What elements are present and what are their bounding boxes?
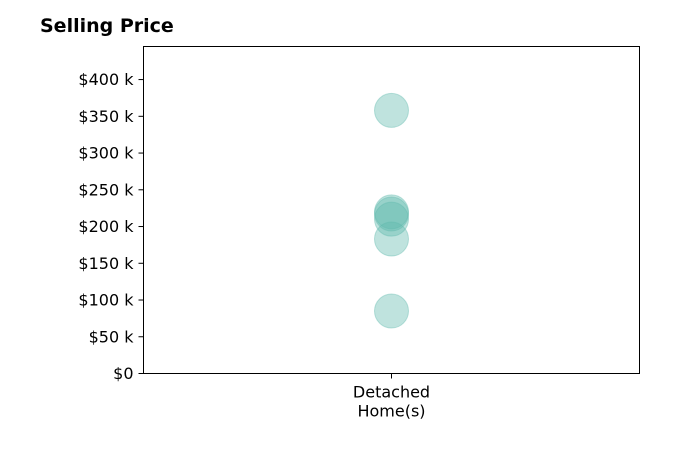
y-tick-label: $50 k — [89, 327, 135, 346]
data-point — [374, 293, 409, 329]
x-tick-label: Detached Home(s) — [353, 383, 430, 421]
y-tick-label: $400 k — [78, 70, 134, 89]
y-tick-label: $0 — [113, 364, 133, 383]
y-tick-label: $350 k — [78, 107, 134, 126]
x-axis: Detached Home(s) — [353, 373, 430, 421]
data-point — [374, 196, 409, 232]
data-points — [374, 92, 409, 329]
data-point — [374, 201, 409, 237]
chart-title: Selling Price — [40, 15, 174, 37]
data-point — [374, 194, 409, 230]
y-tick-label: $250 k — [78, 180, 134, 199]
y-tick-label: $150 k — [78, 254, 134, 273]
data-point — [374, 92, 409, 128]
y-tick-label: $100 k — [78, 291, 134, 310]
y-tick-label: $200 k — [78, 217, 134, 236]
data-point — [374, 221, 409, 257]
y-axis: $0 $50 k $100 k $150 k $200 k $250 k $300 k $35… — [78, 70, 144, 383]
y-tick-label: $300 k — [78, 144, 134, 163]
